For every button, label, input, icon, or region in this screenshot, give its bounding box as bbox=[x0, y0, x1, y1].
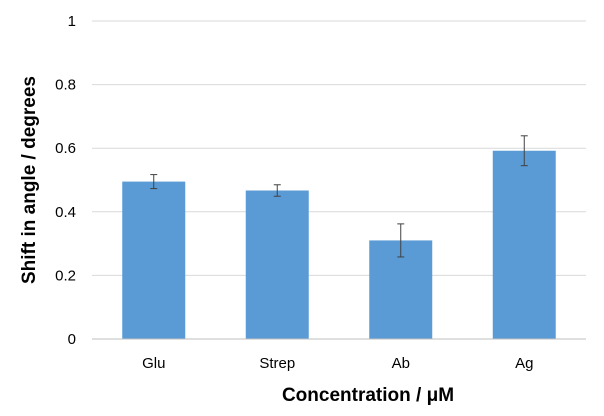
y-tick-label: 0.6 bbox=[55, 140, 76, 157]
bar bbox=[492, 150, 556, 339]
error-bar bbox=[150, 174, 158, 190]
error-bars bbox=[150, 135, 528, 258]
bar bbox=[122, 181, 186, 339]
bars bbox=[122, 150, 556, 339]
y-axis-title: Shift in angle / degrees bbox=[19, 76, 40, 284]
y-tick-label: 0.2 bbox=[55, 267, 76, 284]
x-tick-label: Strep bbox=[259, 355, 295, 372]
x-tick-labels: Glu Strep Ab Ag bbox=[142, 355, 533, 372]
x-tick-label: Ab bbox=[392, 355, 410, 372]
y-tick-labels: 0 0.2 0.4 0.6 0.8 1 bbox=[55, 13, 76, 348]
bar bbox=[245, 190, 309, 339]
error-bar bbox=[520, 135, 528, 167]
y-tick-label: 0.8 bbox=[55, 77, 76, 94]
x-axis-title: Concentration / μM bbox=[282, 385, 454, 406]
x-tick-label: Ag bbox=[515, 355, 533, 372]
error-bar bbox=[397, 223, 405, 258]
error-bar bbox=[273, 184, 281, 197]
y-tick-label: 1 bbox=[68, 13, 76, 30]
y-tick-label: 0.4 bbox=[55, 204, 76, 221]
x-tick-label: Glu bbox=[142, 355, 165, 372]
y-tick-label: 0 bbox=[68, 331, 76, 348]
